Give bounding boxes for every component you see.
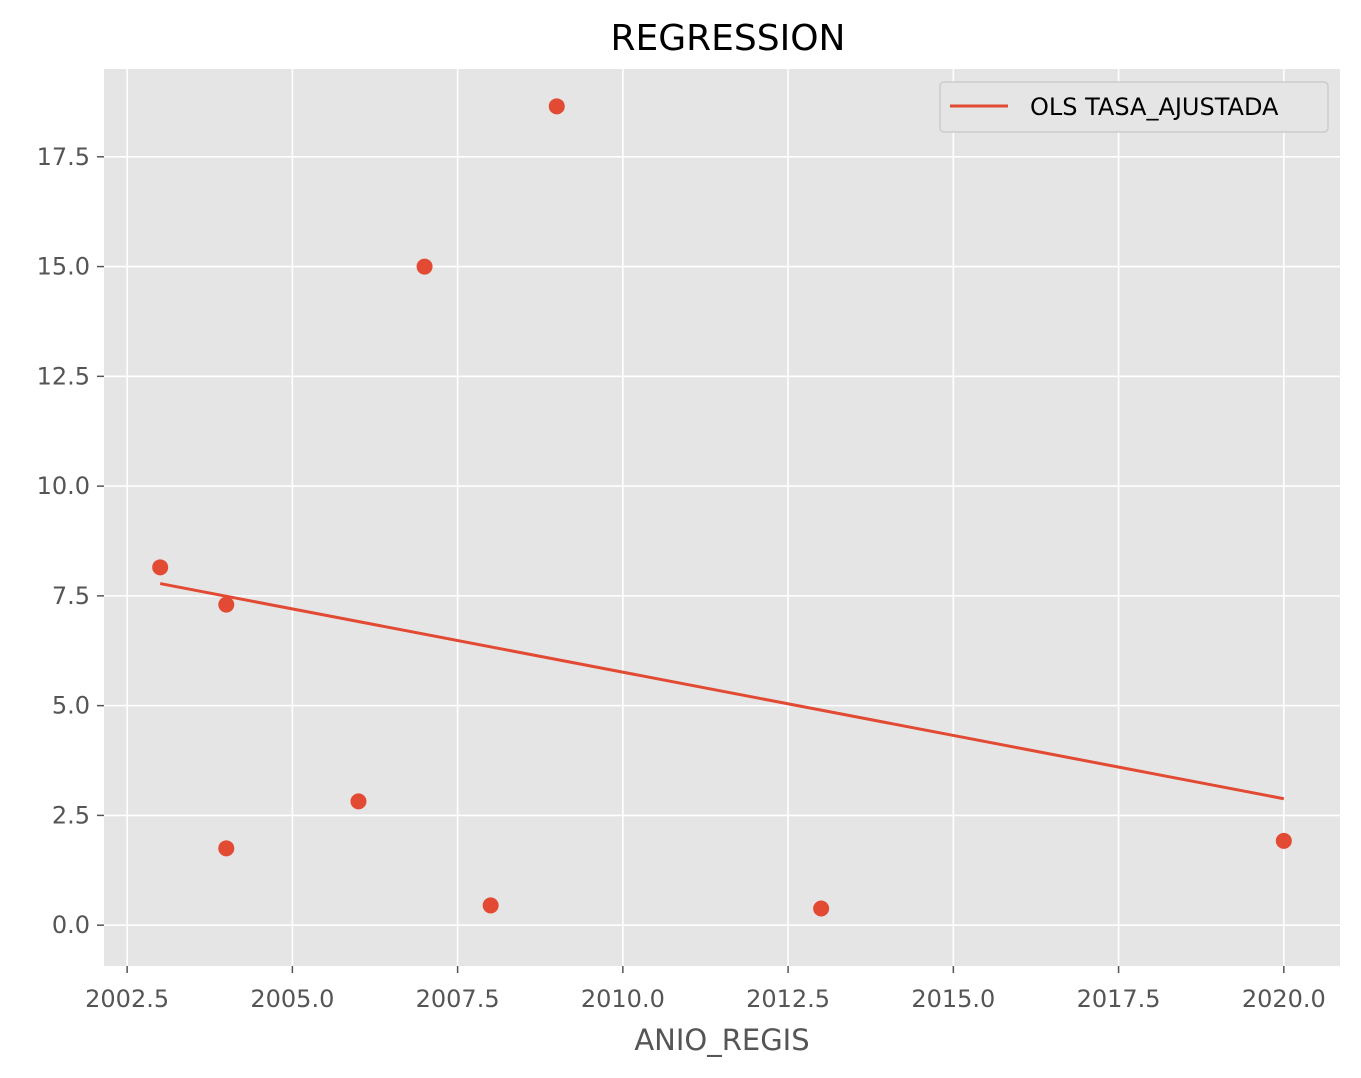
scatter-point: [1275, 832, 1292, 849]
y-tick-label: 17.5: [37, 143, 90, 171]
scatter-point: [218, 840, 235, 857]
scatter-point: [152, 559, 169, 576]
legend: OLS TASA_AJUSTADA: [939, 81, 1329, 133]
axis-ticks: 2002.5 2005.0 2007.5 2010.0 2012.5 2015.0 2017…: [37, 143, 1326, 1013]
x-tick-label: 2007.5: [416, 985, 500, 1013]
x-tick-label: 2010.0: [581, 985, 665, 1013]
scatter-points-layer: [152, 98, 1292, 917]
x-tick-label: 2002.5: [85, 985, 169, 1013]
regression-line: [159, 582, 1285, 801]
y-tick-label: 0.0: [52, 911, 90, 939]
x-tick-label: 2017.5: [1077, 985, 1161, 1013]
scatter-point: [350, 793, 367, 810]
y-tick-label: 12.5: [37, 362, 90, 390]
x-tick-label: 2012.5: [746, 985, 830, 1013]
y-tick-label: 15.0: [37, 253, 90, 281]
grid-lines: [104, 69, 1340, 966]
legend-box: [939, 81, 1329, 133]
x-tick-label: 2005.0: [250, 985, 334, 1013]
y-tick-label: 10.0: [37, 472, 90, 500]
plot-area-background: [104, 69, 1340, 966]
scatter-point: [218, 596, 235, 613]
y-tick-label: 5.0: [52, 692, 90, 720]
scatter-point: [813, 900, 830, 917]
x-axis-label: ANIO_REGIS: [634, 1023, 809, 1057]
x-tick-label: 2020.0: [1242, 985, 1326, 1013]
scatter-point: [548, 98, 565, 115]
chart-title: REGRESSION: [610, 18, 845, 59]
scatter-point: [482, 897, 499, 914]
legend-label: OLS TASA_AJUSTADA: [1030, 93, 1279, 121]
y-tick-label: 7.5: [52, 582, 90, 610]
x-tick-label: 2015.0: [911, 985, 995, 1013]
y-tick-label: 2.5: [52, 801, 90, 829]
scatter-point: [416, 258, 433, 275]
regression-line-layer: [159, 582, 1285, 801]
